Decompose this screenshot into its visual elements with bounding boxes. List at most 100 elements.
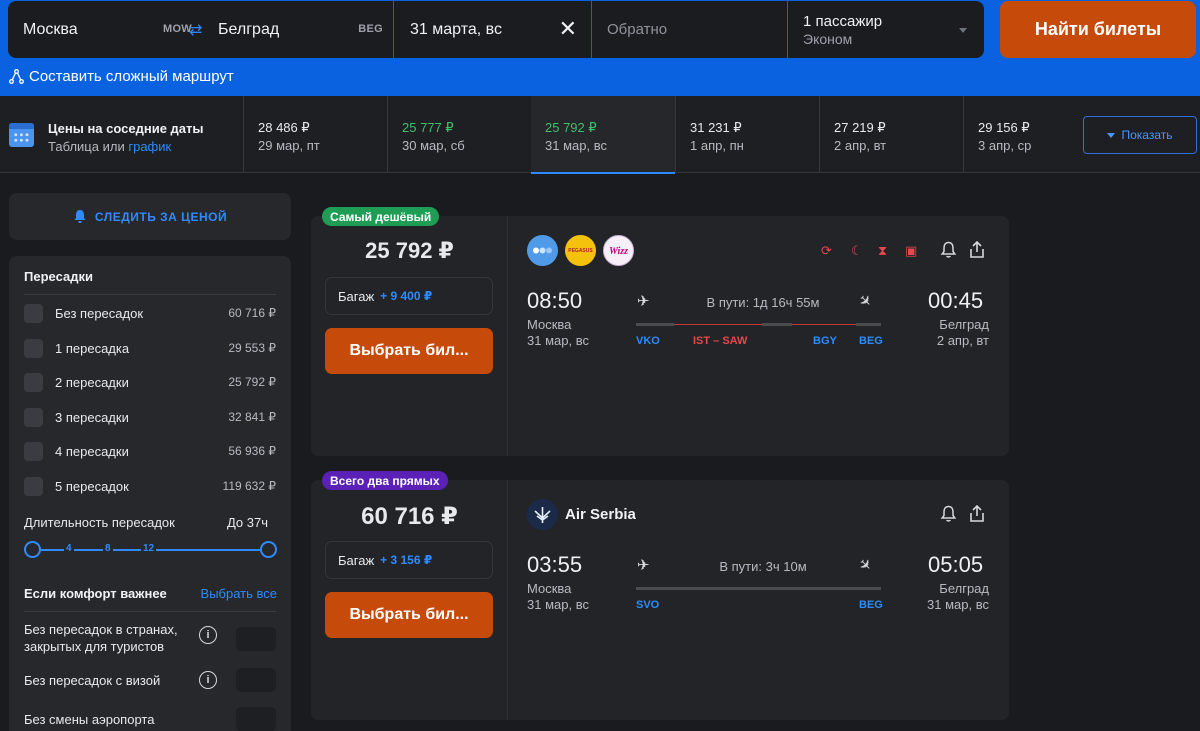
arrival-date: 2 апр, вт (936, 333, 989, 348)
baggage-option[interactable]: Багаж + 3 156 ₽ (325, 541, 493, 579)
stop-filter-row[interactable]: 5 пересадок 119 632 ₽ (24, 475, 276, 497)
comfort-option-label: Без пересадок в странах, закрытых для ту… (24, 622, 178, 654)
stop-filter-row[interactable]: Без пересадок 60 716 ₽ (24, 302, 276, 324)
stop-label: 5 пересадок (55, 478, 129, 494)
night-moon-icon: ☾ (851, 243, 863, 258)
flight-segment (636, 323, 674, 326)
complex-route-link[interactable]: Составить сложный маршрут (9, 68, 234, 85)
arrival-time: 05:05 (928, 552, 984, 577)
ticket-price: 60 716 ₽ (361, 503, 458, 530)
date-price: 28 486 ₽ (258, 120, 310, 135)
clear-date-icon[interactable]: ✕ (558, 16, 577, 41)
divider (24, 294, 276, 295)
select-all-link[interactable]: Выбрать все (200, 586, 277, 601)
stop-price: 32 841 ₽ (228, 410, 276, 424)
neighbor-dates-strip: Цены на соседние даты Таблица или график… (0, 96, 1200, 174)
checkbox[interactable] (24, 372, 43, 392)
departure-time: 08:50 (527, 288, 583, 313)
baggage-label: Багаж (338, 552, 375, 568)
slider-handle-min[interactable] (24, 541, 41, 558)
origin-city: Москва (23, 20, 78, 38)
stop-label: Без пересадок (55, 305, 144, 321)
hourglass-icon: ⧗ (878, 243, 888, 258)
checkbox[interactable] (24, 338, 43, 358)
passengers-count: 1 пассажир (803, 12, 883, 30)
route-bar (636, 323, 881, 326)
select-ticket-button[interactable]: Выбрать бил... (325, 592, 493, 638)
air-serbia-logo (527, 499, 558, 530)
baggage-option[interactable]: Багаж + 9 400 ₽ (325, 277, 493, 315)
airport-code: SVO (636, 599, 660, 611)
departure-date: 31 марта, вс (410, 20, 502, 38)
checkbox[interactable] (24, 441, 43, 461)
share-icon[interactable] (968, 240, 986, 262)
departure-date-field[interactable]: 31 марта, вс ✕ (394, 1, 591, 58)
airline-name: Air Serbia (565, 506, 636, 523)
date-option[interactable]: 27 219 ₽ 2 апр, вт (819, 96, 963, 173)
search-form: Москва MOW Белград BEG 31 марта, вс ✕ Об… (8, 1, 991, 58)
comfort-toggle[interactable] (236, 707, 276, 731)
slider-tick: 4 (64, 543, 74, 554)
date-day: 3 апр, ср (978, 138, 1032, 153)
cabin-class: Эконом (803, 30, 853, 47)
origin-code: MOW (162, 23, 192, 35)
track-price-button[interactable]: СЛЕДИТЬ ЗА ЦЕНОЙ (9, 193, 291, 240)
destination-field[interactable]: Белград BEG (202, 1, 393, 58)
checkbox[interactable] (24, 407, 43, 427)
date-option-selected[interactable]: 25 792 ₽ 31 мар, вс (531, 96, 675, 174)
baggage-label: Багаж (338, 288, 375, 304)
share-icon[interactable] (968, 504, 986, 526)
track-price-label: СЛЕДИТЬ ЗА ЦЕНОЙ (94, 209, 228, 224)
date-price: 29 156 ₽ (978, 120, 1030, 135)
slider-tick: 8 (103, 543, 113, 554)
stop-filter-row[interactable]: 3 пересадки 32 841 ₽ (24, 406, 276, 428)
swap-icon[interactable]: ⇄ (189, 22, 203, 39)
stop-price: 29 553 ₽ (228, 341, 276, 355)
stop-filter-row[interactable]: 4 пересадки 56 936 ₽ (24, 440, 276, 462)
comfort-option-label: Без пересадок с визой (24, 673, 161, 688)
show-dates-button[interactable]: Показать (1083, 116, 1197, 154)
transfer-duration-slider[interactable]: 4 8 12 (24, 541, 277, 559)
info-icon[interactable]: i (199, 671, 217, 689)
date-option[interactable]: 25 777 ₽ 30 мар, сб (387, 96, 531, 173)
search-tickets-button[interactable]: Найти билеты (1000, 1, 1196, 58)
comfort-toggle[interactable] (236, 668, 276, 692)
takeoff-icon: ✈ (637, 557, 650, 574)
calendar-icon (9, 123, 34, 147)
ticket-price: 25 792 ₽ (365, 238, 454, 263)
date-option[interactable]: 31 231 ₽ 1 апр, пн (675, 96, 819, 173)
subscribe-bell-icon[interactable] (940, 505, 957, 526)
checkbox[interactable] (24, 476, 43, 496)
flight-segment (636, 587, 881, 590)
ticket-card[interactable]: Всего два прямых 60 716 ₽ Багаж + 3 156 … (311, 471, 1009, 720)
stop-filter-row[interactable]: 2 пересадки 25 792 ₽ (24, 371, 276, 393)
slider-handle-max[interactable] (260, 541, 277, 558)
return-date-field[interactable]: Обратно (592, 1, 787, 58)
or-text: или (102, 139, 125, 154)
select-ticket-button[interactable]: Выбрать бил... (325, 328, 493, 374)
neighbor-dates-subtitle: Таблица или график (48, 139, 171, 154)
chart-link[interactable]: график (128, 139, 172, 154)
origin-field[interactable]: Москва MOW (8, 1, 202, 58)
comfort-toggle[interactable] (236, 627, 276, 651)
subscribe-bell-icon[interactable] (940, 241, 957, 262)
wizz-logo: Wizz (603, 235, 634, 266)
ticket-card[interactable]: Самый дешёвый 25 792 ₽ Багаж + 9 400 ₽ В… (311, 207, 1009, 456)
passengers-field[interactable]: 1 пассажир Эконом (788, 1, 984, 58)
transfer-segment (674, 324, 762, 325)
date-option[interactable]: 28 486 ₽ 29 мар, пт (243, 96, 387, 173)
checkbox[interactable] (24, 303, 43, 323)
takeoff-icon: ✈ (637, 293, 650, 310)
flight-segment (856, 323, 881, 326)
stop-filter-row[interactable]: 1 пересадка 29 553 ₽ (24, 337, 276, 359)
date-option[interactable]: 29 156 ₽ 3 апр, ср (963, 96, 1073, 173)
date-day: 2 апр, вт (834, 138, 887, 153)
info-icon[interactable]: i (199, 626, 217, 644)
departure-city: Москва (527, 317, 572, 332)
baggage-price: + 3 156 ₽ (380, 553, 433, 567)
date-price: 25 777 ₽ (402, 120, 454, 135)
table-link[interactable]: Таблица (48, 139, 99, 154)
wizz-logo-text: Wizz (609, 246, 628, 257)
route-bar (636, 587, 881, 590)
pegasus-logo: PEGASUS (565, 235, 596, 266)
